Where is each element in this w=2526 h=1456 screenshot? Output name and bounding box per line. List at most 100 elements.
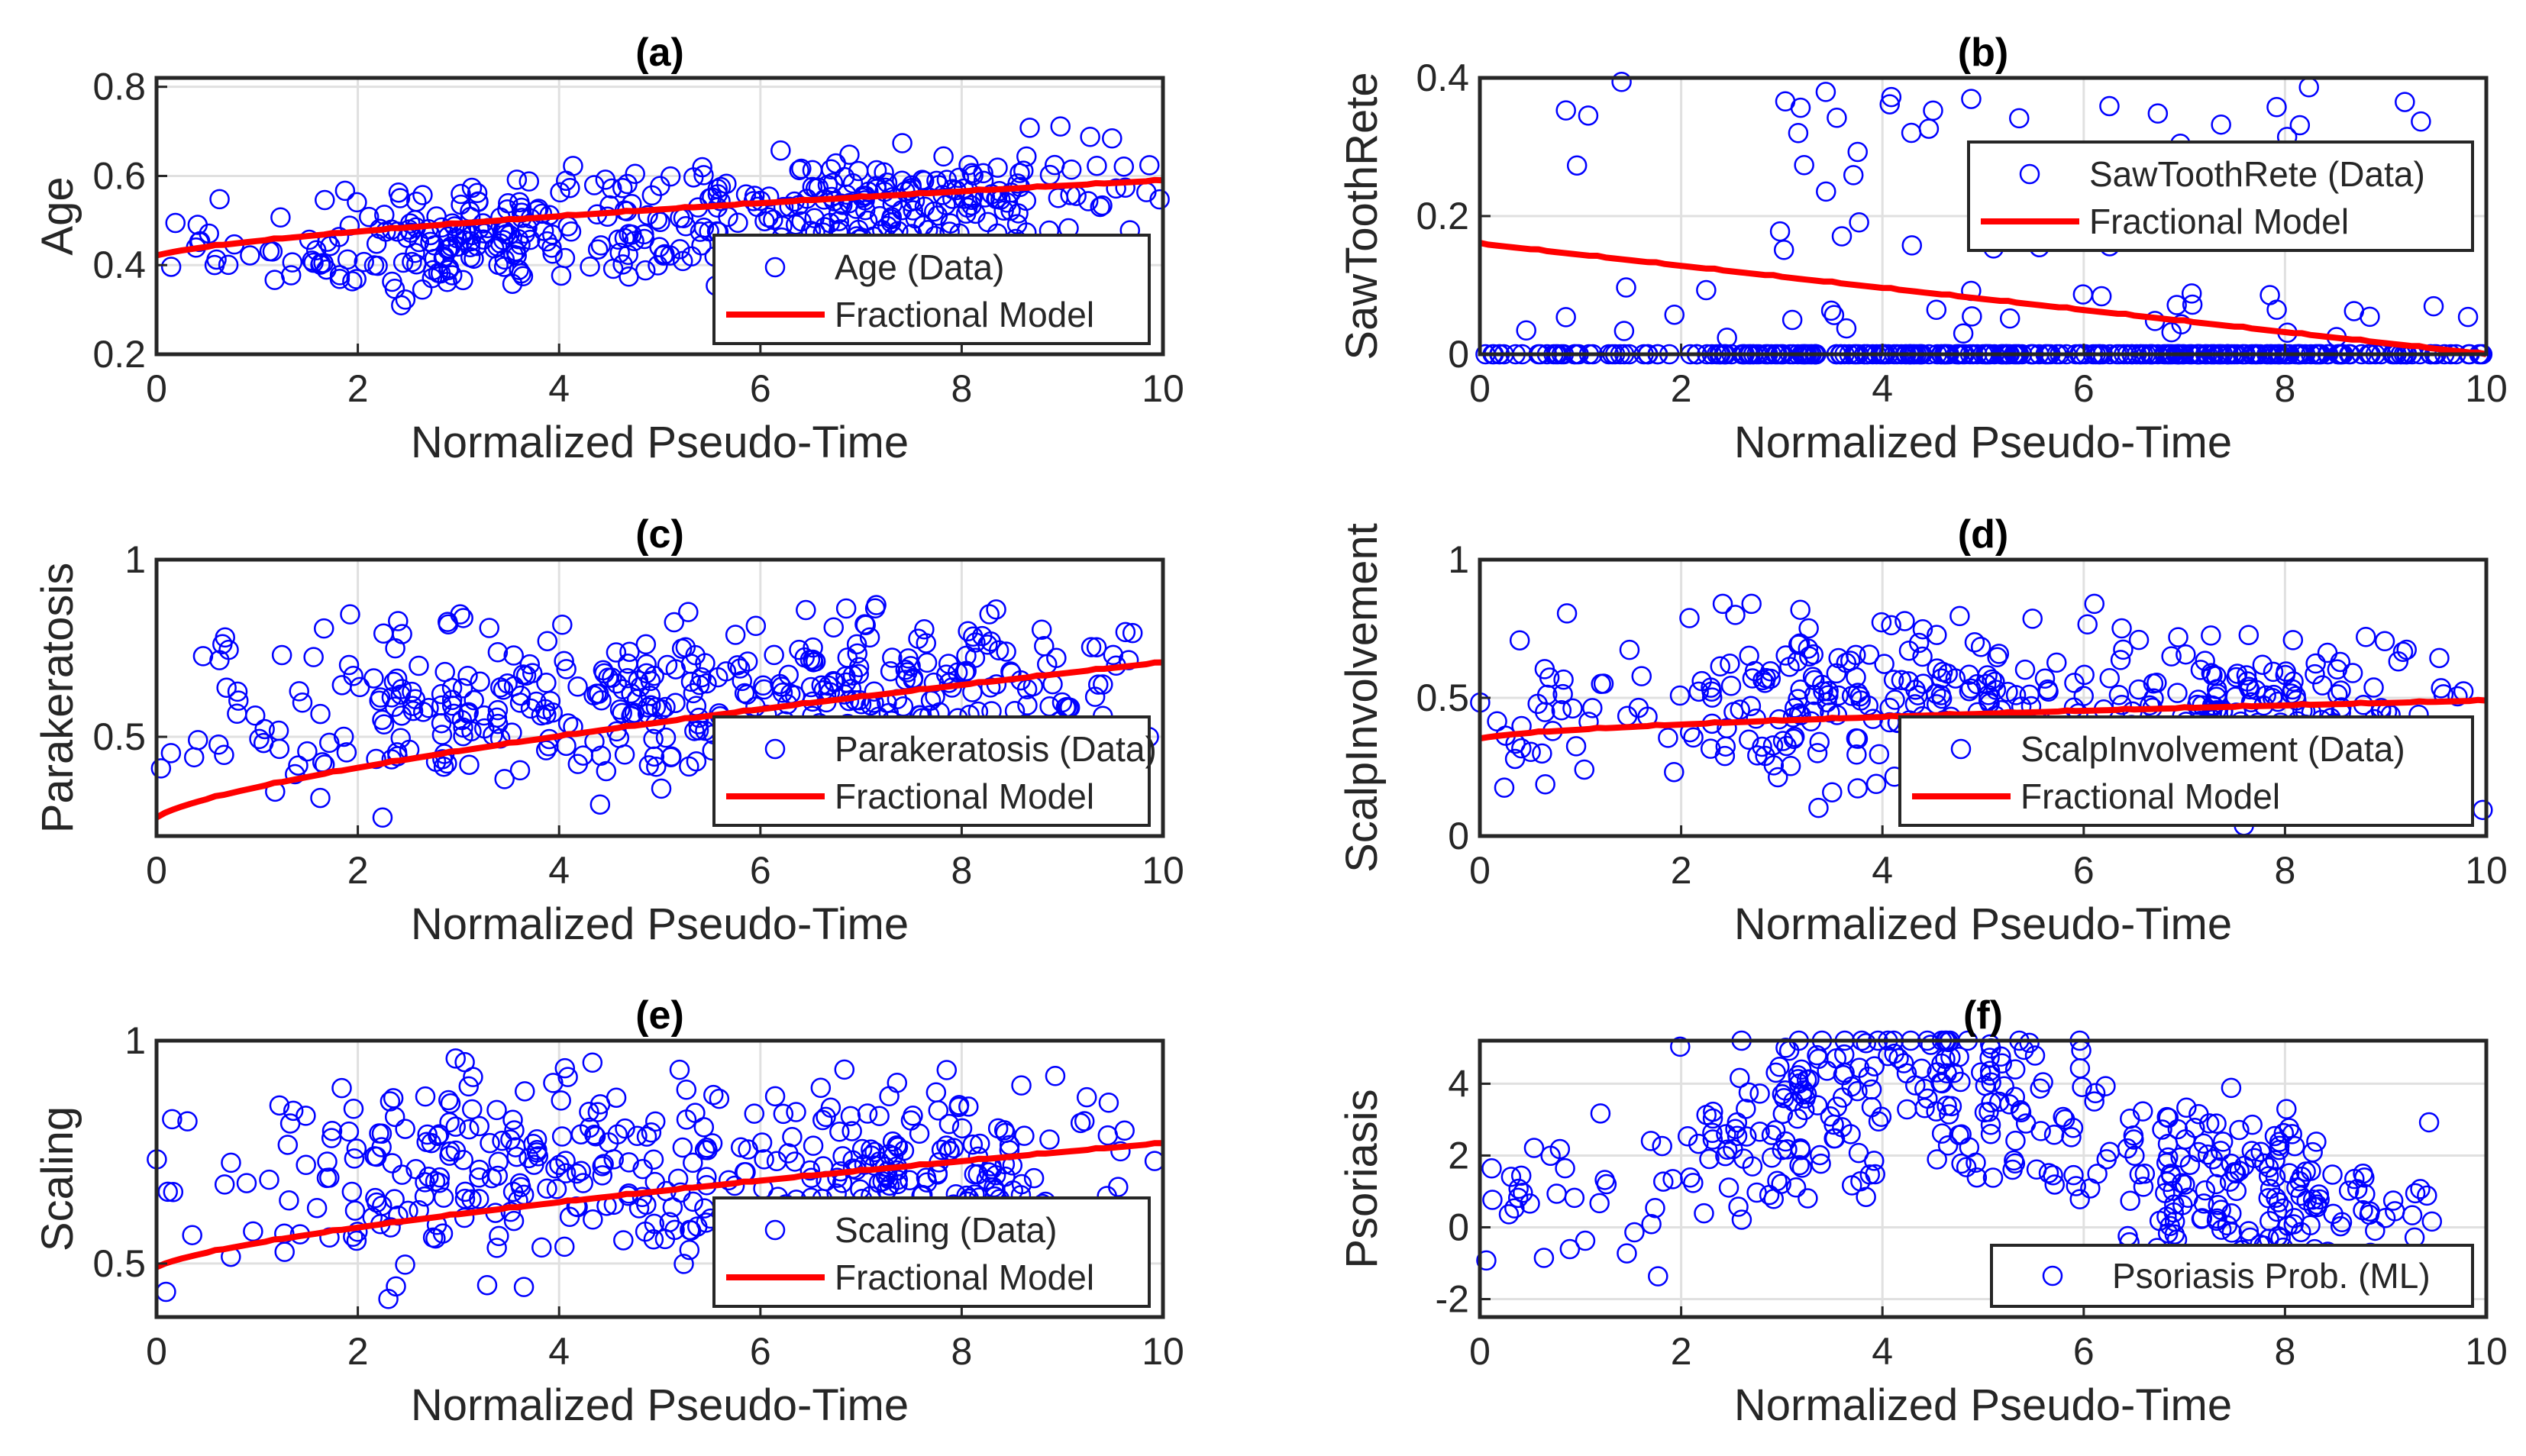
- data-point: [898, 648, 919, 669]
- data-point: [459, 1119, 480, 1140]
- data-point: [1086, 637, 1107, 657]
- data-point: [638, 697, 658, 718]
- data-point: [2113, 639, 2134, 660]
- data-point: [1752, 736, 1772, 757]
- data-point: [2229, 1161, 2250, 1181]
- data-point: [956, 660, 977, 681]
- data-point: [1098, 1092, 1119, 1113]
- data-point: [2176, 1097, 2197, 1119]
- data-point: [1798, 1188, 1818, 1209]
- data-point: [2152, 1119, 2172, 1140]
- data-point: [1703, 1101, 1723, 1122]
- data-point: [395, 1254, 415, 1275]
- data-point: [280, 265, 302, 286]
- data-point: [2197, 1144, 2218, 1165]
- data-point: [2283, 671, 2304, 692]
- data-point: [1841, 1175, 1862, 1196]
- data-point: [1084, 686, 1106, 707]
- data-point: [803, 1135, 824, 1156]
- data-point: [1975, 673, 1997, 695]
- data-point: [554, 1236, 575, 1257]
- data-point: [874, 162, 894, 182]
- data-point: [688, 720, 709, 741]
- data-point: [1820, 300, 1842, 321]
- data-point: [628, 1198, 650, 1219]
- data-point: [751, 1132, 773, 1153]
- data-point: [1828, 685, 1849, 706]
- data-point: [596, 760, 617, 782]
- data-point: [2227, 663, 2248, 684]
- data-point: [839, 144, 860, 165]
- data-point: [587, 239, 609, 260]
- data-point: [431, 683, 452, 705]
- data-point: [271, 644, 292, 666]
- data-point: [1725, 605, 1746, 625]
- data-point: [1832, 1117, 1853, 1138]
- x-tick-label: 6: [750, 849, 771, 892]
- data-point: [1113, 156, 1135, 177]
- data-point: [486, 707, 508, 728]
- data-point: [1998, 682, 2018, 702]
- data-point: [693, 165, 714, 186]
- data-point: [602, 178, 622, 199]
- data-point: [451, 183, 471, 205]
- data-point: [2163, 1180, 2183, 1201]
- panel-title: (f): [1963, 993, 2003, 1038]
- data-point: [2077, 614, 2098, 634]
- data-point: [269, 1095, 290, 1116]
- data-point: [1927, 625, 1947, 645]
- x-tick-label: 8: [2274, 849, 2295, 892]
- data-point: [1991, 1053, 2012, 1073]
- x-tick-label: 0: [1469, 849, 1491, 892]
- data-point: [445, 1116, 467, 1137]
- data-point: [302, 250, 322, 271]
- data-point: [1808, 797, 1829, 818]
- data-point: [2241, 1141, 2263, 1161]
- data-point: [632, 1158, 653, 1180]
- data-point: [218, 639, 239, 660]
- data-point: [645, 697, 667, 718]
- data-point: [453, 725, 473, 747]
- data-point: [2111, 695, 2132, 715]
- data-point: [1565, 736, 1587, 757]
- data-point: [1790, 680, 1811, 700]
- data-point: [214, 744, 234, 765]
- data-point: [1847, 1080, 1868, 1102]
- data-point: [2354, 1167, 2375, 1188]
- data-point: [274, 1241, 295, 1262]
- data-point: [2157, 1222, 2179, 1244]
- data-point: [506, 1146, 527, 1167]
- data-point: [461, 177, 483, 199]
- data-point: [1994, 1076, 2014, 1097]
- data-point: [2161, 646, 2182, 667]
- y-tick-label: 0.4: [92, 244, 146, 286]
- data-point: [710, 176, 732, 198]
- data-point: [1102, 128, 1122, 149]
- x-tick-label: 8: [2274, 1330, 2295, 1373]
- legend-label-data: Psoriasis Prob. (ML): [2112, 1256, 2431, 1296]
- data-point: [680, 671, 702, 692]
- data-point: [2289, 1170, 2310, 1192]
- data-point: [835, 598, 857, 619]
- data-point: [522, 663, 543, 683]
- data-point: [2258, 1157, 2279, 1178]
- data-point: [1717, 718, 1737, 739]
- data-point: [834, 1059, 855, 1080]
- data-point: [1691, 670, 1712, 692]
- data-point: [2009, 108, 2030, 129]
- data-point: [453, 270, 473, 291]
- data-point: [321, 1128, 342, 1148]
- data-point: [2015, 1113, 2037, 1134]
- data-point: [1799, 1069, 1820, 1090]
- data-point: [1664, 761, 1685, 783]
- model-curve: [155, 659, 1164, 821]
- data-point: [177, 1111, 198, 1132]
- data-point: [1939, 1104, 1959, 1125]
- data-point: [545, 1157, 566, 1179]
- data-point: [2120, 1190, 2140, 1212]
- data-point: [343, 1099, 364, 1119]
- data-point: [270, 207, 291, 228]
- data-point: [285, 764, 305, 785]
- data-point: [1789, 1154, 1810, 1176]
- data-point: [551, 1090, 571, 1111]
